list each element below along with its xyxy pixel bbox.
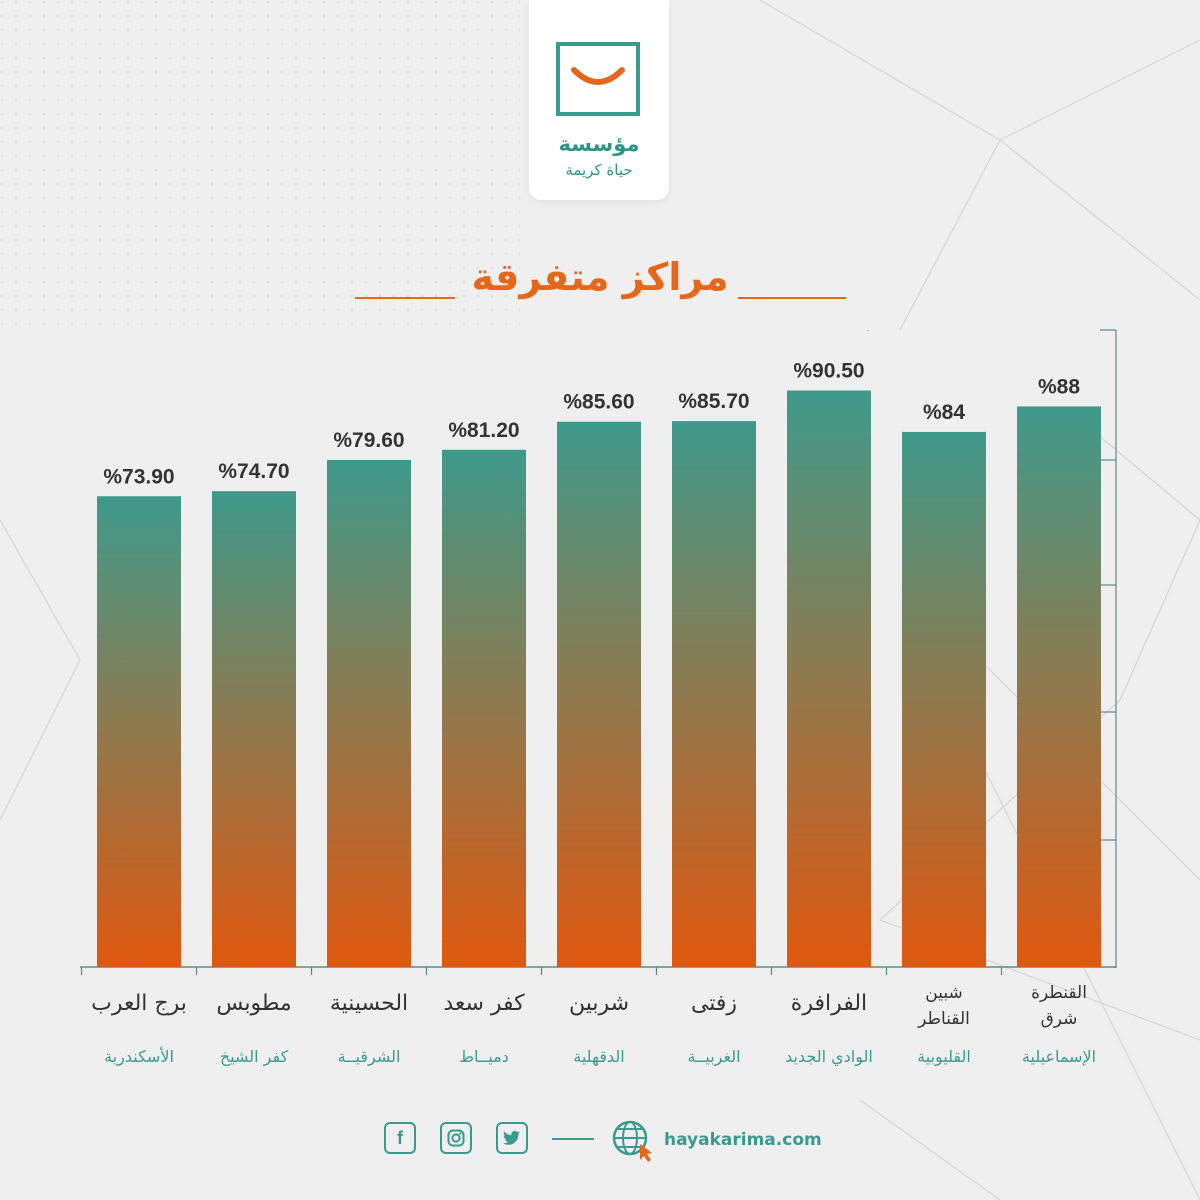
data-label: %85.60	[563, 391, 634, 414]
category-label: شربين	[569, 991, 629, 1016]
governorate-label: الغربيــة	[687, 1047, 740, 1067]
category-label: شبين	[925, 983, 962, 1003]
bar	[902, 431, 986, 967]
bar-chart: %88 القنطرة شرق الإسماعيلية %84 شبين القناطر ال…	[80, 360, 1116, 1067]
governorate-label: دميــاط	[459, 1047, 509, 1066]
governorate-label: الشرقيــة	[338, 1047, 401, 1067]
logo-name-line2: حياة كريمة	[565, 161, 633, 179]
data-label: %79.60	[333, 429, 404, 452]
governorate-label: الإسماعيلية	[1022, 1047, 1096, 1066]
governorate-label: كفر الشيخ	[220, 1047, 289, 1067]
category-label: القنطرة	[1031, 983, 1087, 1003]
bar	[212, 491, 296, 967]
data-label: %88	[1038, 375, 1080, 398]
logo-name-line1: مؤسسة	[558, 132, 640, 156]
data-label: %73.90	[103, 465, 174, 488]
category-label: شرق	[1041, 1009, 1078, 1029]
twitter-icon[interactable]	[496, 1122, 528, 1154]
bar	[787, 390, 871, 967]
smile-icon	[571, 67, 625, 85]
bar	[442, 449, 526, 967]
page-title: مراكز متفرقة	[471, 255, 729, 299]
globe-icon	[612, 1120, 652, 1162]
bar	[1017, 406, 1101, 967]
data-label: %85.70	[678, 390, 749, 413]
governorate-label: الدقهلية	[573, 1047, 624, 1067]
website-link[interactable]: hayakarima.com	[664, 1130, 822, 1150]
category-label: زفتى	[691, 991, 737, 1016]
governorate-label: القليوبية	[917, 1047, 971, 1067]
category-label: الفرافرة	[791, 991, 867, 1016]
instagram-icon[interactable]	[440, 1122, 472, 1154]
bar	[557, 421, 641, 967]
bar	[97, 496, 181, 967]
footer-separator	[552, 1138, 594, 1140]
logo-mark	[556, 42, 640, 116]
title-rule-left	[355, 297, 455, 299]
logo-card: مؤسسة حياة كريمة	[529, 0, 669, 200]
data-label: %90.50	[793, 360, 864, 383]
data-label: %74.70	[218, 460, 289, 483]
facebook-icon[interactable]: f	[384, 1122, 416, 1154]
bar	[327, 459, 411, 967]
bar	[672, 421, 756, 967]
governorate-label: الأسكندرية	[104, 1046, 174, 1067]
category-label: برج العرب	[91, 991, 187, 1016]
data-label: %81.20	[448, 419, 519, 442]
category-label: الحسينية	[330, 991, 408, 1016]
governorate-label: الوادي الجديد	[785, 1047, 873, 1067]
title-rule-right	[738, 297, 846, 299]
category-label: كفر سعد	[443, 991, 525, 1016]
category-label: القناطر	[917, 1009, 970, 1029]
data-label: %84	[923, 401, 965, 424]
category-label: مطوبس	[216, 991, 291, 1016]
